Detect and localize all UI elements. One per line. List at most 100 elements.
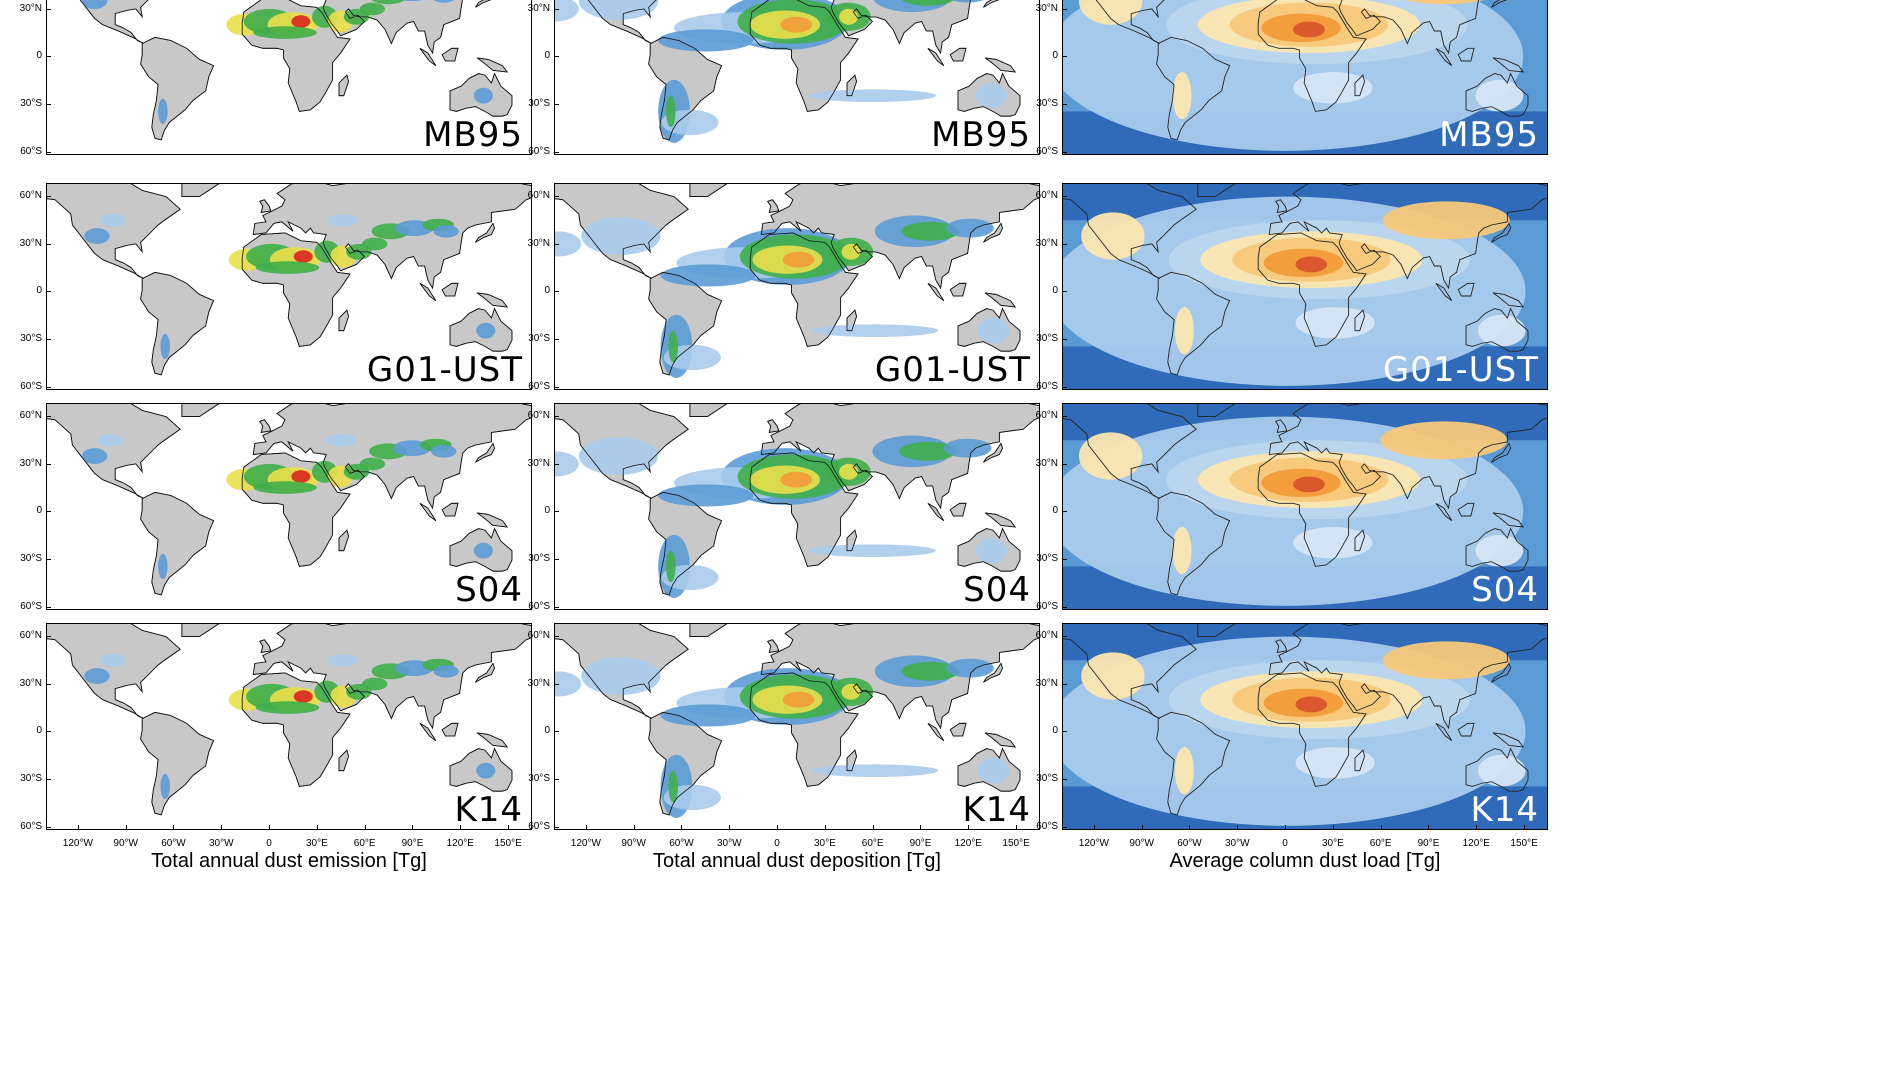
- lat-tick-label: 60°N: [1035, 629, 1058, 641]
- coastline-namerica: [47, 184, 181, 279]
- continents: [1063, 624, 1547, 816]
- lat-tick-label: 30°N: [19, 677, 42, 689]
- lon-tick-label: 150°E: [1510, 838, 1538, 849]
- lat-tick: [554, 243, 559, 245]
- coastline-greenland: [181, 184, 220, 197]
- continent-samerica: [1156, 491, 1231, 596]
- lon-tick-label: 30°W: [716, 838, 742, 849]
- coastline-greenland: [689, 624, 728, 637]
- lat-tick-label: 30°S: [528, 773, 550, 785]
- lon-tick: [1016, 825, 1018, 830]
- continent-indonesia1: [1435, 722, 1453, 742]
- dust-field: [555, 655, 1010, 818]
- coastline-indonesia1: [927, 47, 945, 66]
- coastline-australia: [957, 72, 1021, 117]
- lon-tick-label: 60°W: [669, 838, 694, 849]
- lat-tick-label: 30°N: [1035, 677, 1058, 689]
- panel-label: S04: [963, 570, 1031, 610]
- coastline-namerica: [555, 624, 689, 719]
- dust-blob: [977, 758, 1010, 784]
- coastline-madagascar: [338, 749, 349, 772]
- dust-blob: [555, 0, 579, 22]
- dust-blob: [663, 344, 721, 371]
- lat-tick-label: 60°S: [20, 820, 42, 832]
- lon-tick: [269, 825, 271, 830]
- dust-blob: [473, 87, 493, 104]
- coastline-newguinea: [476, 732, 509, 748]
- lat-tick: [46, 511, 51, 513]
- coastline-greenland: [181, 624, 220, 637]
- continent-indonesia1: [1435, 47, 1453, 67]
- dust-blob: [359, 2, 386, 16]
- dust-blob: [293, 250, 313, 263]
- map-deposition: [555, 404, 1039, 609]
- coastline-eurasia: [760, 404, 1039, 510]
- dust-blob: [291, 470, 311, 483]
- lat-tick-label: 30°N: [1035, 237, 1058, 249]
- dust-blob: [555, 231, 582, 257]
- dust-blob: [433, 225, 459, 238]
- lat-tick-label: 30°S: [528, 333, 550, 345]
- coastline-newguinea: [984, 512, 1017, 528]
- lat-tick: [1062, 415, 1067, 417]
- map-panel-load-1: G01-UST: [1062, 183, 1548, 390]
- dust-blob: [433, 665, 459, 678]
- lat-tick-label: 0: [36, 505, 42, 517]
- dust-blob: [158, 553, 168, 580]
- lat-tick: [554, 104, 559, 106]
- coastline-uk: [259, 639, 272, 653]
- continent-greenland: [1197, 404, 1236, 418]
- dust-blob: [782, 691, 815, 708]
- dust-blob: [555, 451, 579, 477]
- continent-eurasia: [1268, 184, 1547, 290]
- continent-africa: [1257, 452, 1367, 567]
- lat-tick-label: 60°S: [528, 600, 550, 612]
- lat-tick-label: 60°S: [528, 820, 550, 832]
- map-deposition: [555, 184, 1039, 389]
- dust-blob: [1081, 212, 1145, 260]
- lat-tick-label: 30°N: [19, 2, 42, 14]
- dust-blob: [327, 213, 359, 227]
- lat-tick: [1062, 104, 1067, 106]
- dust-blob: [946, 218, 994, 238]
- lat-tick-label: 0: [544, 285, 550, 297]
- lat-tick-label: 30°S: [20, 333, 42, 345]
- dust-blob: [1380, 421, 1508, 460]
- coastline-africa: [241, 452, 351, 567]
- column-title: Total annual dust emission [Tg]: [151, 850, 427, 872]
- map-load: [1063, 0, 1547, 154]
- dust-blob: [359, 457, 386, 471]
- coastline-borneo: [949, 282, 967, 297]
- coastline-borneo: [441, 722, 459, 737]
- dust-blob: [100, 213, 126, 227]
- coastline-newguinea: [476, 512, 509, 528]
- dust-blob: [660, 704, 756, 727]
- lon-tick: [1380, 825, 1382, 830]
- lat-tick: [1062, 243, 1067, 245]
- coastline-indonesia1: [927, 502, 945, 521]
- lat-tick: [554, 151, 559, 153]
- lat-tick: [46, 291, 51, 293]
- coastline-madagascar: [338, 529, 349, 552]
- coastline-borneo: [441, 502, 459, 517]
- coastline-uk: [767, 419, 780, 433]
- dust-field: [555, 435, 1008, 598]
- dust-blob: [1172, 527, 1192, 575]
- dust-blob: [660, 264, 756, 287]
- continent-eurasia: [1268, 404, 1547, 510]
- lon-tick-label: 90°E: [909, 838, 932, 849]
- dust-blob: [658, 484, 754, 507]
- coastline-japan: [475, 0, 492, 8]
- coastline-samerica: [140, 491, 215, 596]
- dust-blob: [808, 544, 936, 557]
- dust-blob: [473, 542, 493, 559]
- dust-blob: [661, 109, 719, 136]
- dust-field: [555, 0, 1008, 143]
- dust-blob: [899, 441, 957, 461]
- lat-tick: [46, 151, 51, 153]
- dust-blob: [1172, 72, 1192, 120]
- coastline-samerica: [648, 36, 723, 141]
- panel-label: K14: [454, 790, 523, 830]
- dust-blob: [1081, 652, 1145, 700]
- continent-namerica: [1063, 624, 1197, 719]
